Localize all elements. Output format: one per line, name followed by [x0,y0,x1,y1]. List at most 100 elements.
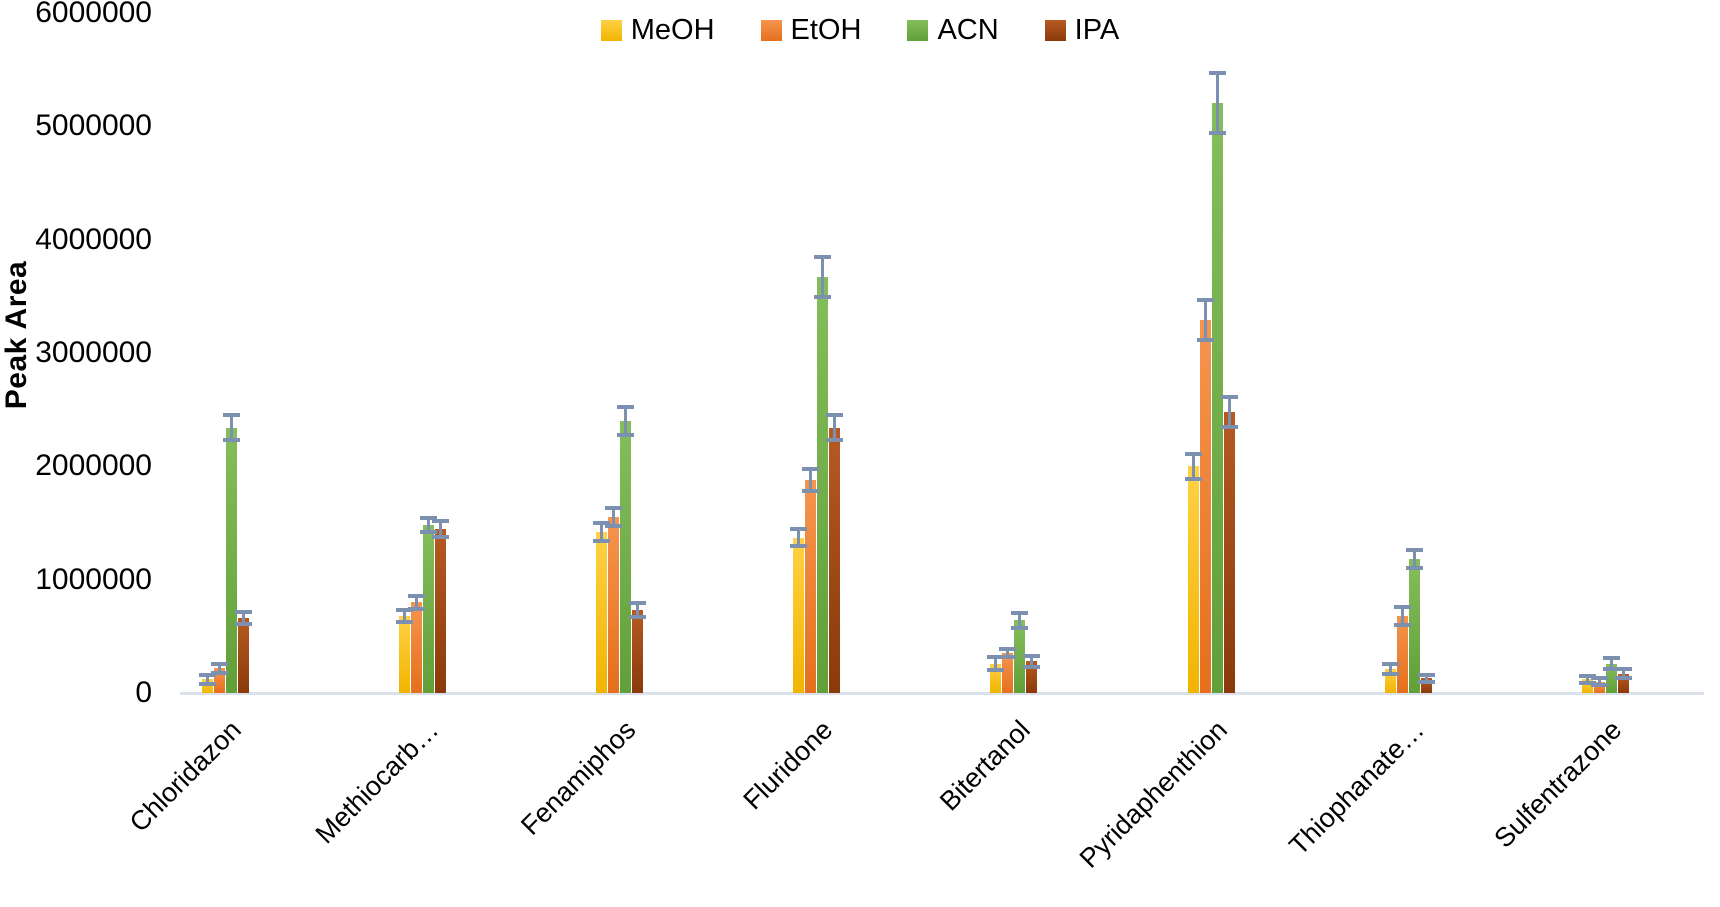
error-bar-stem [833,415,837,441]
error-bar-cap [223,438,240,443]
legend-item-meoh: MeOH [600,16,715,45]
error-bar-cap [814,254,832,259]
error-bar-cap [605,506,623,511]
bar-ipa-2 [632,610,644,693]
error-bar-stem [206,674,209,684]
error-bar-stem [1585,676,1589,683]
error-bar-cap [396,619,414,624]
y-axis-tick-label: 1000000 [35,562,152,596]
legend-swatch-icon [1044,20,1066,41]
error-bar-cap [1393,623,1411,627]
error-bar-stem [242,611,245,625]
error-bar-stem [218,663,221,673]
error-bar-stem [624,406,628,436]
error-bar-stem [439,520,443,537]
error-bar-cap [1393,604,1411,609]
bar-acn-6 [1408,559,1420,693]
error-bar-stem [1621,669,1625,679]
x-axis-line [180,692,1704,695]
error-bar-cap [605,524,623,529]
bar-etoh-1 [411,602,423,693]
error-bar-cap [1011,611,1029,616]
bar-meoh-4 [990,663,1002,693]
error-bar-stem [1609,658,1613,669]
error-bar-cap [617,433,635,438]
bar-etoh-0 [214,668,225,693]
error-bar-stem [230,415,233,441]
error-bar-stem [809,468,813,492]
x-axis-label-text: Pyridaphenthion [1073,714,1233,874]
bar-acn-7 [1605,663,1617,693]
error-bar-cap [1196,298,1214,303]
bar-acn-1 [423,525,435,693]
error-bar-stem [1400,606,1404,625]
bar-etoh-5 [1199,320,1211,693]
y-axis-tick-label: 0 [135,676,152,709]
error-bar-cap [790,544,808,549]
error-bar-cap [1381,672,1399,677]
bar-acn-2 [620,421,632,693]
bar-meoh-1 [399,615,411,693]
error-bar-cap [1578,680,1596,685]
error-bar-cap [1381,662,1399,667]
error-bar-cap [199,672,216,677]
error-bar-cap [408,607,426,612]
error-bar-cap [1184,451,1202,456]
bar-meoh-6 [1384,669,1396,693]
error-bar-cap [1184,476,1202,481]
error-bar-cap [432,518,450,523]
y-axis-tick-label: 6000000 [35,0,152,29]
error-bar-cap [1590,683,1608,688]
y-axis-tick-label: 4000000 [35,222,152,256]
legend: MeOH EtOH ACN IPA [0,16,1720,45]
bar-meoh-3 [793,537,805,693]
x-axis-label-text: Fluridone [737,714,839,816]
error-bar-cap [1220,394,1238,399]
bar-ipa-0 [238,618,249,693]
error-bar-cap [1208,130,1226,135]
error-bar-cap [629,601,647,606]
error-bar-cap [814,295,832,300]
bar-ipa-7 [1617,673,1629,693]
error-bar-cap [1023,664,1041,669]
error-bar-cap [1614,676,1632,681]
error-bar-stem [1597,678,1601,686]
legend-item-acn: ACN [907,14,999,46]
legend-swatch-icon [760,20,782,41]
bar-ipa-3 [829,427,841,693]
legend-item-etoh: EtOH [760,16,861,45]
legend-label: ACN [937,14,999,46]
error-bar-cap [790,527,808,532]
bar-acn-4 [1014,620,1026,693]
error-bar-cap [235,622,252,627]
bar-meoh-0 [202,679,213,693]
error-bar-cap [211,670,228,675]
error-bar-cap [1602,666,1620,671]
error-bar-cap [826,438,844,443]
bar-ipa-4 [1026,661,1038,693]
error-bar-stem [1006,649,1010,658]
error-bar-cap [235,609,252,614]
error-bar-cap [1590,676,1608,681]
error-bar-cap [1023,653,1041,658]
error-bar-stem [1215,72,1219,133]
error-bar-cap [1208,70,1226,75]
x-axis-label-text: Methiocarb… [309,714,445,850]
y-axis-tick-label: 5000000 [35,109,152,143]
error-bar-cap [617,404,635,409]
error-bar-cap [1614,667,1632,672]
error-bar-stem [1203,300,1207,340]
error-bar-cap [396,608,414,613]
error-bar-stem [612,508,616,527]
error-bar-cap [1417,679,1435,684]
error-bar-cap [1578,674,1596,678]
error-bar-stem [1018,613,1022,628]
error-bar-cap [1011,625,1029,630]
bar-meoh-5 [1187,466,1199,693]
bar-etoh-3 [805,479,817,693]
bar-etoh-2 [608,517,620,693]
x-axis-label-text: Fenamiphos [515,714,642,841]
error-bar-stem [821,256,825,298]
error-bar-cap [1602,656,1620,661]
